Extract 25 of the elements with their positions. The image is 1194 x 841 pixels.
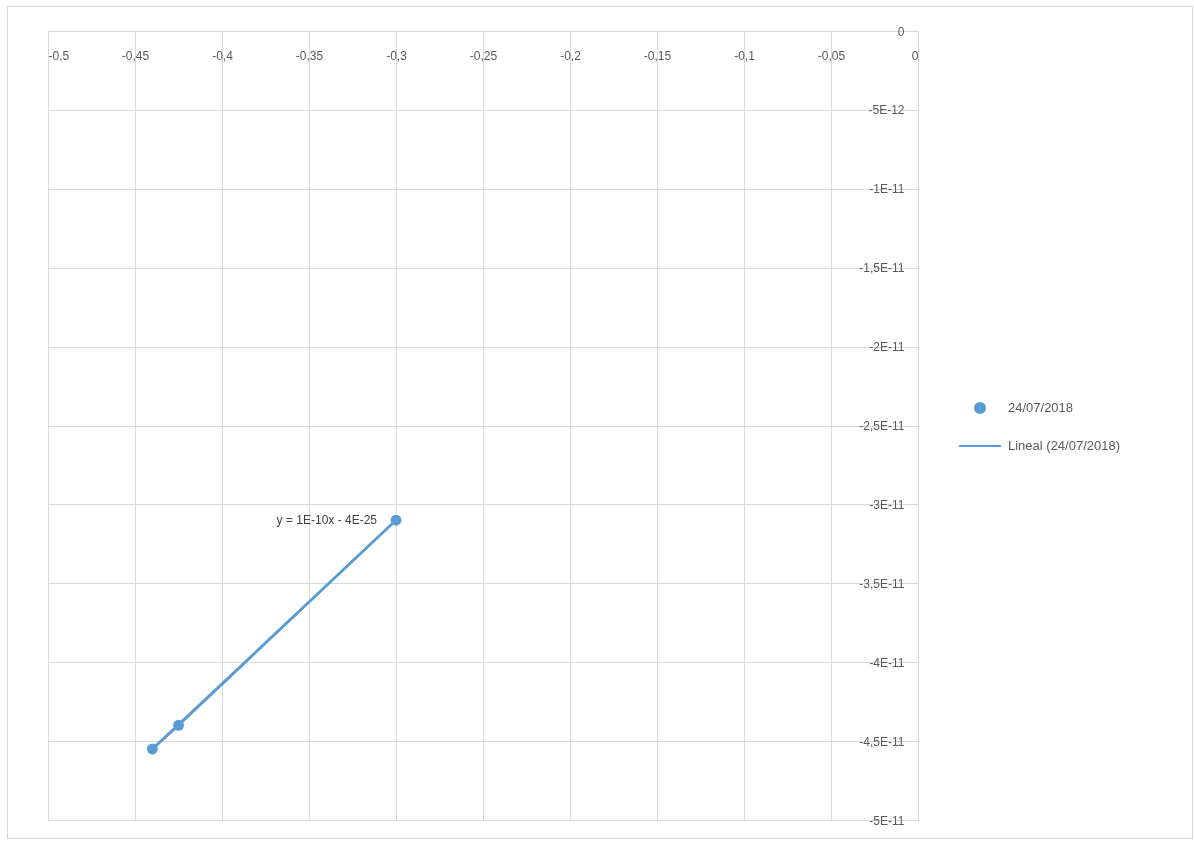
x-tick-label: -0,35 (295, 48, 324, 63)
y-tick-label: -3,5E-11 (859, 576, 905, 591)
legend-label: Lineal (24/07/2018) (1008, 438, 1121, 453)
x-tick-label: -0,25 (469, 48, 498, 63)
y-tick-label: -4,5E-11 (859, 734, 905, 749)
x-tick-label: -0,05 (817, 48, 846, 63)
y-tick-label: -3E-11 (869, 497, 905, 512)
y-tick-label: -5E-12 (868, 103, 905, 118)
x-tick-label: -0,15 (643, 48, 672, 63)
x-tick-label: -0,3 (386, 48, 408, 63)
x-tick-label: -0,4 (212, 48, 234, 63)
annotation: y = 1E-10x - 4E-25 (276, 513, 378, 528)
x-tick-label: 0 (911, 48, 919, 63)
x-tick-label: -0,2 (560, 48, 582, 63)
y-tick-label: 0 (897, 24, 905, 39)
legend-label: 24/07/2018 (1008, 400, 1074, 415)
x-tick-label: -0,45 (121, 48, 150, 63)
y-tick-label: -2,5E-11 (859, 419, 905, 433)
x-tick-label: -0,5 (48, 48, 70, 63)
x-tick-label: -0,1 (734, 48, 756, 63)
y-tick-label: -1E-11 (869, 182, 905, 197)
y-tick-label: -2E-11 (869, 340, 905, 355)
y-tick-label: -5E-11 (869, 813, 905, 828)
y-tick-label: -4E-11 (869, 655, 905, 670)
y-tick-label: -1,5E-11 (859, 261, 905, 276)
